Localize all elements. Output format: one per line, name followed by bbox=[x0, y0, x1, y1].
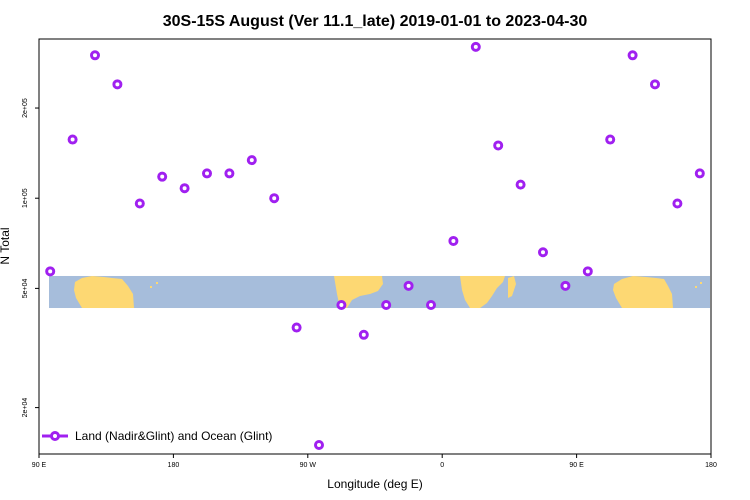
data-point bbox=[426, 300, 436, 311]
data-point bbox=[650, 79, 660, 90]
data-point bbox=[694, 168, 705, 179]
x-tick-label: 180 bbox=[705, 462, 717, 469]
australia-land-2 bbox=[613, 275, 673, 309]
x-tick-label: 180 bbox=[168, 462, 180, 469]
data-point bbox=[246, 155, 257, 166]
data-point bbox=[112, 79, 123, 90]
australia-land-1 bbox=[74, 275, 134, 309]
island-speck bbox=[695, 285, 697, 288]
data-point bbox=[560, 280, 571, 291]
island-speck bbox=[150, 285, 152, 288]
data-point bbox=[403, 280, 414, 291]
data-point bbox=[470, 41, 481, 52]
y-tick-label: 5e+04 bbox=[22, 278, 29, 298]
data-point bbox=[605, 134, 616, 145]
data-point bbox=[179, 183, 190, 194]
legend-marker bbox=[50, 431, 60, 441]
madagascar-land bbox=[508, 275, 516, 298]
data-point bbox=[269, 193, 280, 204]
y-axis-label: N Total bbox=[0, 227, 12, 264]
data-point bbox=[627, 50, 638, 61]
island-speck bbox=[156, 281, 158, 284]
data-point bbox=[45, 266, 56, 277]
data-point bbox=[381, 300, 392, 311]
legend: Land (Nadir&Glint) and Ocean (Glint) bbox=[42, 429, 272, 443]
data-points bbox=[45, 41, 705, 451]
x-tick-label: 90 W bbox=[300, 462, 317, 469]
x-tick-label: 90 E bbox=[569, 462, 584, 469]
data-point bbox=[515, 179, 526, 190]
x-tick-label: 0 bbox=[440, 462, 444, 469]
data-point bbox=[90, 50, 100, 61]
data-point bbox=[157, 171, 168, 182]
legend-label: Land (Nadir&Glint) and Ocean (Glint) bbox=[75, 429, 272, 443]
data-point bbox=[314, 440, 324, 451]
data-point bbox=[538, 247, 548, 258]
y-tick-label: 2e+05 bbox=[22, 98, 29, 118]
data-point bbox=[291, 322, 302, 333]
y-axis: 2e+04 5e+04 1e+05 2e+05 bbox=[22, 98, 39, 417]
data-point bbox=[67, 134, 78, 145]
map-band bbox=[49, 275, 710, 309]
data-point bbox=[358, 329, 369, 340]
data-point bbox=[493, 140, 504, 151]
data-point bbox=[672, 198, 683, 209]
x-tick-label: 90 E bbox=[32, 462, 47, 469]
island-speck bbox=[700, 281, 702, 284]
y-tick-label: 1e+05 bbox=[22, 188, 29, 208]
x-axis-label: Longitude (deg E) bbox=[327, 477, 422, 491]
data-point bbox=[336, 300, 347, 311]
data-point bbox=[134, 198, 145, 209]
data-point bbox=[582, 266, 593, 277]
chart-title: 30S-15S August (Ver 11.1_late) 2019-01-0… bbox=[163, 13, 588, 30]
data-point bbox=[448, 235, 459, 246]
plot-frame bbox=[38, 38, 712, 455]
africa-land bbox=[460, 275, 505, 309]
x-axis: 90 E 180 90 W 0 90 E 180 bbox=[32, 454, 717, 469]
y-tick-label: 2e+04 bbox=[22, 398, 29, 418]
south-america-land bbox=[334, 275, 383, 309]
data-point bbox=[202, 168, 212, 179]
data-point bbox=[224, 168, 235, 179]
